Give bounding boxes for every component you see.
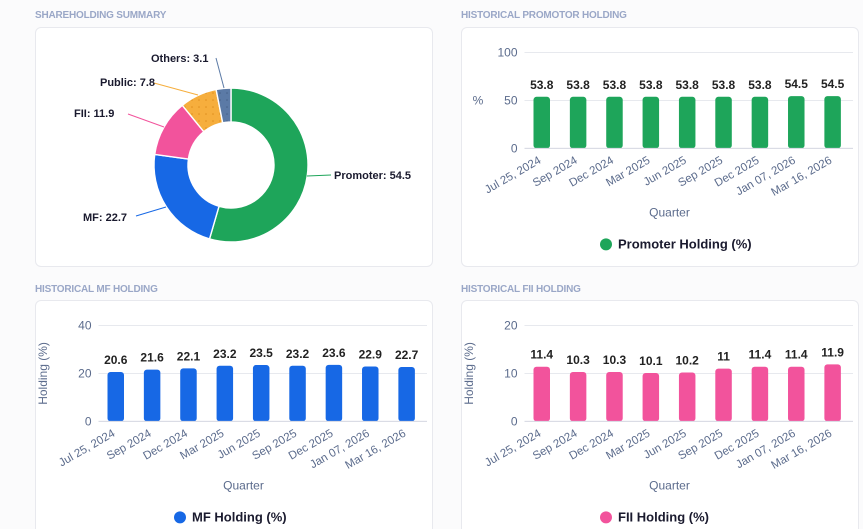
svg-text:10.3: 10.3 (603, 353, 627, 367)
svg-text:53.8: 53.8 (712, 78, 736, 92)
svg-text:53.8: 53.8 (603, 78, 627, 92)
svg-text:11.4: 11.4 (749, 348, 772, 362)
svg-text:0: 0 (511, 141, 518, 155)
svg-text:11.9: 11.9 (821, 345, 844, 359)
svg-text:0: 0 (511, 414, 518, 428)
svg-text:20: 20 (504, 319, 518, 333)
svg-text:Quarter: Quarter (649, 478, 690, 492)
svg-text:23.2: 23.2 (286, 347, 310, 361)
svg-text:10.2: 10.2 (676, 353, 700, 367)
svg-text:Promoter: 54.5: Promoter: 54.5 (334, 170, 411, 182)
svg-text:10.3: 10.3 (566, 353, 590, 367)
svg-text:MF: 22.7: MF: 22.7 (83, 212, 127, 224)
svg-text:10.1: 10.1 (639, 354, 663, 368)
svg-text:0: 0 (85, 414, 92, 428)
svg-text:53.8: 53.8 (530, 78, 554, 92)
svg-text:50: 50 (504, 93, 518, 107)
svg-text:Jul 25, 2024: Jul 25, 2024 (483, 427, 544, 469)
svg-text:Holding (%): Holding (%) (462, 342, 476, 405)
svg-text:FII Holding (%): FII Holding (%) (618, 509, 709, 524)
svg-text:54.5: 54.5 (821, 77, 845, 91)
svg-text:54.5: 54.5 (785, 77, 809, 91)
svg-text:FII: 11.9: FII: 11.9 (74, 108, 114, 120)
svg-text:Promoter Holding (%): Promoter Holding (%) (618, 236, 752, 251)
svg-text:23.2: 23.2 (213, 347, 237, 361)
svg-text:Public: 7.8: Public: 7.8 (100, 77, 155, 89)
svg-text:53.8: 53.8 (748, 78, 772, 92)
svg-text:Others: 3.1: Others: 3.1 (151, 53, 208, 65)
svg-text:21.6: 21.6 (140, 351, 164, 365)
svg-text:40: 40 (78, 319, 92, 333)
svg-text:22.7: 22.7 (395, 348, 419, 362)
svg-text:53.8: 53.8 (639, 78, 663, 92)
svg-text:22.9: 22.9 (359, 348, 383, 362)
svg-text:Quarter: Quarter (649, 205, 690, 219)
svg-text:23.5: 23.5 (250, 346, 274, 360)
svg-text:MF Holding (%): MF Holding (%) (192, 509, 287, 524)
svg-text:23.6: 23.6 (322, 346, 346, 360)
svg-text:Jul 25, 2024: Jul 25, 2024 (483, 154, 544, 196)
svg-text:22.1: 22.1 (177, 349, 201, 363)
svg-text:%: % (473, 93, 484, 107)
svg-text:Holding (%): Holding (%) (36, 342, 50, 405)
svg-text:100: 100 (497, 46, 517, 60)
svg-text:53.8: 53.8 (676, 78, 700, 92)
svg-text:11: 11 (717, 350, 730, 364)
svg-text:Jul 25, 2024: Jul 25, 2024 (57, 427, 118, 469)
svg-text:Quarter: Quarter (223, 478, 264, 492)
svg-text:10: 10 (504, 366, 518, 380)
svg-text:20: 20 (78, 366, 92, 380)
svg-text:11.4: 11.4 (530, 348, 553, 362)
svg-text:11.4: 11.4 (785, 348, 808, 362)
svg-text:20.6: 20.6 (104, 353, 128, 367)
svg-text:53.8: 53.8 (566, 78, 590, 92)
